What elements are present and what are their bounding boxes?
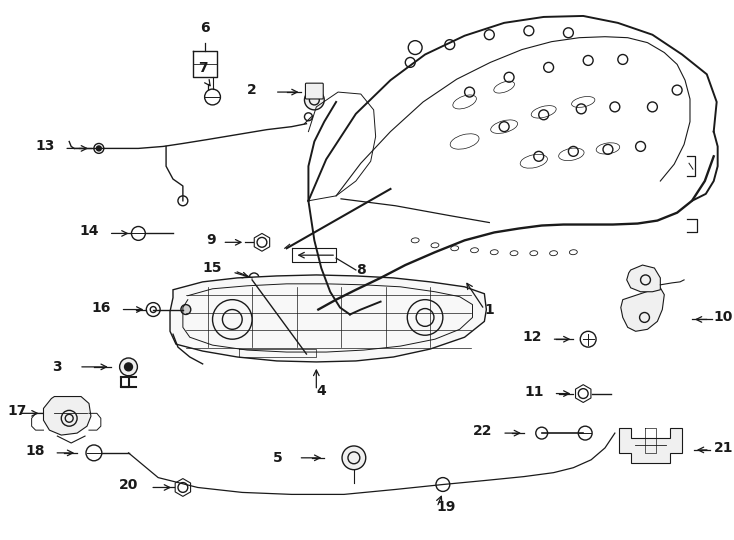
Text: 11: 11	[524, 384, 544, 399]
Text: 13: 13	[35, 139, 54, 153]
Text: 3: 3	[51, 360, 61, 374]
Text: 20: 20	[119, 478, 139, 492]
Polygon shape	[621, 288, 664, 331]
Text: 4: 4	[316, 383, 326, 397]
Text: 18: 18	[25, 444, 45, 458]
Text: 14: 14	[79, 225, 99, 239]
Text: 2: 2	[247, 83, 257, 97]
Text: 9: 9	[206, 233, 216, 247]
Polygon shape	[43, 396, 91, 435]
Text: 19: 19	[437, 500, 457, 514]
Text: 7: 7	[198, 61, 208, 75]
Text: 12: 12	[522, 330, 542, 344]
FancyBboxPatch shape	[305, 83, 323, 99]
Text: 5: 5	[273, 451, 283, 465]
Polygon shape	[170, 275, 487, 362]
Text: 22: 22	[473, 424, 493, 438]
Polygon shape	[627, 265, 661, 292]
Circle shape	[120, 358, 137, 376]
Text: 15: 15	[203, 261, 222, 275]
Circle shape	[342, 446, 366, 470]
Text: 17: 17	[8, 404, 27, 418]
Text: 21: 21	[713, 441, 733, 455]
Circle shape	[125, 363, 132, 371]
Circle shape	[96, 146, 101, 151]
Text: 8: 8	[356, 263, 366, 277]
Text: 16: 16	[91, 301, 111, 315]
Circle shape	[181, 305, 191, 314]
Text: 6: 6	[200, 21, 209, 35]
Polygon shape	[619, 428, 682, 463]
Circle shape	[305, 90, 324, 110]
Text: 1: 1	[484, 302, 494, 316]
Text: 10: 10	[713, 310, 733, 325]
